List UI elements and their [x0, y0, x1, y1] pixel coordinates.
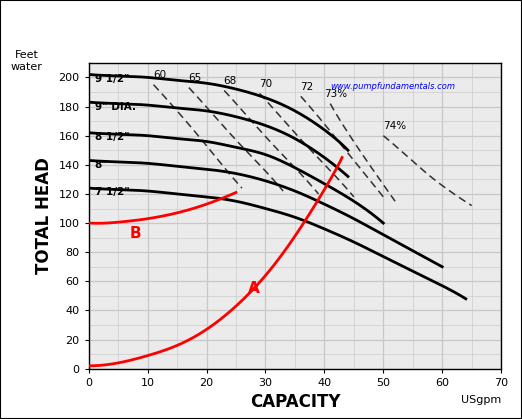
Text: www.pumpfundamentals.com: www.pumpfundamentals.com — [330, 82, 455, 91]
Text: 72: 72 — [300, 82, 313, 92]
Text: 68: 68 — [223, 76, 237, 86]
Text: A: A — [248, 281, 259, 296]
Text: 74%: 74% — [384, 122, 407, 131]
Text: 70: 70 — [259, 79, 272, 89]
Y-axis label: TOTAL HEAD: TOTAL HEAD — [35, 158, 53, 274]
X-axis label: CAPACITY: CAPACITY — [250, 393, 340, 411]
Text: 9" DIA.: 9" DIA. — [94, 101, 136, 111]
Text: 73%: 73% — [325, 89, 348, 99]
Text: 8 1/2": 8 1/2" — [94, 132, 129, 142]
Text: Feet
water: Feet water — [10, 50, 42, 72]
Text: 65: 65 — [188, 73, 201, 83]
Text: USgpm: USgpm — [461, 395, 501, 405]
Text: 7 1/2": 7 1/2" — [94, 187, 129, 197]
Text: 8": 8" — [94, 160, 108, 170]
Text: 9 1/2": 9 1/2" — [94, 74, 129, 84]
Text: B: B — [130, 226, 141, 241]
Text: 60: 60 — [153, 70, 166, 80]
